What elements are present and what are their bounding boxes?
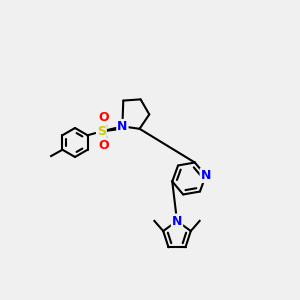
Text: N: N bbox=[117, 120, 128, 133]
Text: N: N bbox=[201, 169, 211, 182]
Text: N: N bbox=[172, 214, 182, 227]
Text: O: O bbox=[98, 111, 109, 124]
Text: S: S bbox=[97, 125, 106, 138]
Text: O: O bbox=[98, 139, 109, 152]
